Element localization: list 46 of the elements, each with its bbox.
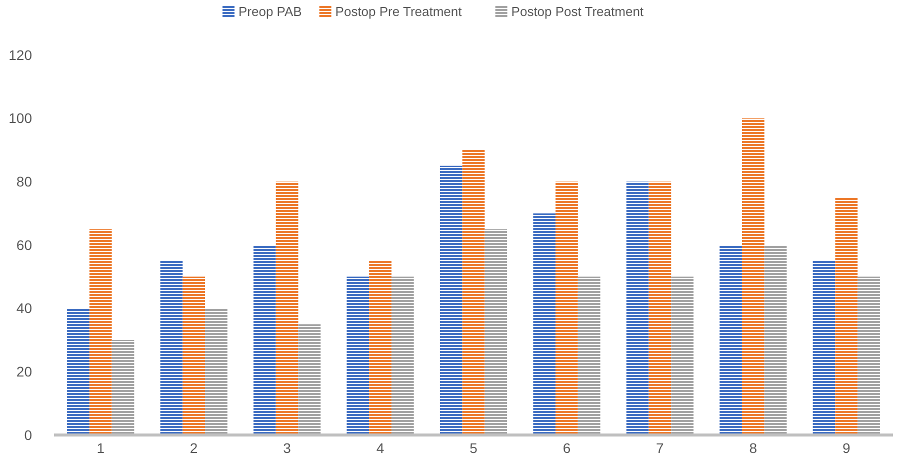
bar	[369, 260, 392, 435]
bar	[812, 260, 836, 435]
y-tick-label: 20	[16, 364, 32, 380]
x-tick-label: 4	[376, 440, 384, 456]
legend-label: Preop PAB	[238, 4, 302, 19]
y-tick-label: 0	[24, 426, 32, 443]
bar	[764, 245, 787, 435]
bar	[67, 308, 90, 435]
x-tick-label: 2	[190, 440, 198, 456]
y-tick-label: 100	[8, 110, 32, 126]
bar	[578, 276, 600, 435]
x-tick-label: 3	[283, 440, 292, 456]
bar	[205, 308, 228, 435]
bar	[253, 245, 276, 435]
bar	[391, 276, 414, 435]
legend-label: Postop Pre Treatment	[335, 4, 462, 19]
bar	[298, 324, 321, 435]
x-tick-label: 5	[470, 440, 478, 456]
x-tick-label: 6	[562, 440, 571, 456]
bar	[346, 276, 370, 435]
y-tick-label: 60	[16, 236, 32, 253]
bar	[89, 229, 112, 435]
bar	[720, 245, 742, 435]
bar	[160, 260, 183, 435]
bar	[742, 118, 764, 435]
bar	[440, 166, 462, 435]
x-tick-label: 1	[96, 440, 105, 456]
bar	[112, 340, 134, 435]
bar	[484, 229, 508, 435]
bar	[533, 213, 556, 435]
bar	[462, 150, 485, 435]
bar	[648, 182, 672, 435]
bar	[556, 182, 578, 435]
bar	[671, 276, 694, 435]
bar	[626, 182, 649, 435]
y-tick-label: 80	[16, 174, 32, 190]
bar	[276, 182, 298, 435]
y-tick-label: 40	[16, 300, 32, 316]
bar	[858, 276, 880, 435]
bar	[182, 276, 206, 435]
y-tick-label: 120	[8, 46, 32, 63]
x-tick-label: 9	[842, 440, 850, 456]
x-tick-label: 7	[656, 440, 664, 456]
x-tick-label: 8	[749, 440, 758, 456]
bar	[835, 198, 858, 435]
legend-label: Postop Post Treatment	[511, 4, 644, 19]
